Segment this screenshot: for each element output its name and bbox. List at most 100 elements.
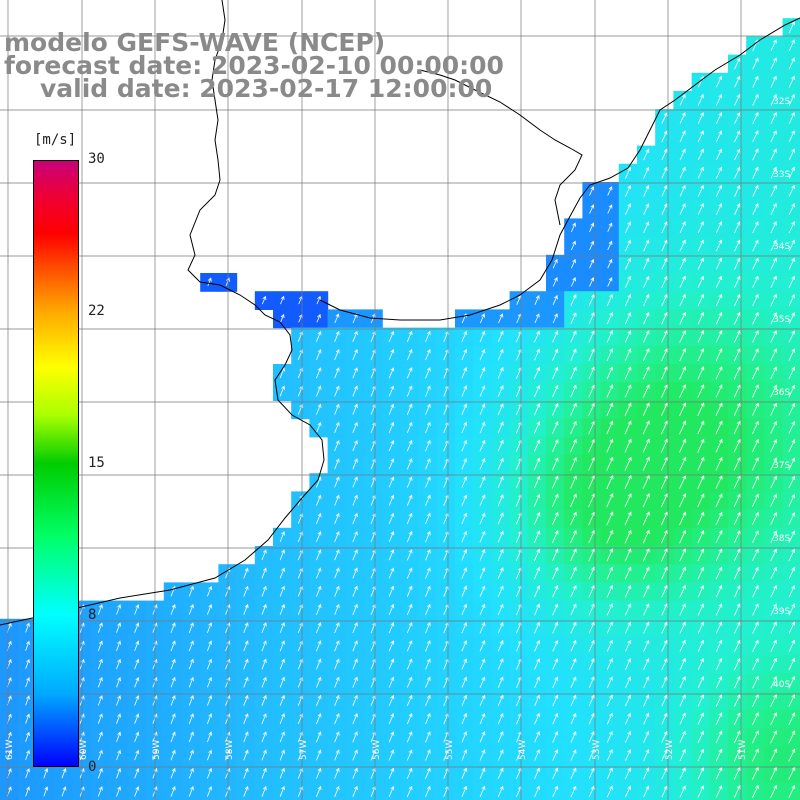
wind-arrow [479, 585, 486, 597]
wind-arrow [534, 603, 540, 616]
wind-arrow [661, 348, 668, 362]
wind-arrow [97, 676, 103, 688]
wind-cell [728, 273, 747, 292]
wind-arrow [588, 676, 595, 689]
wind-arrow [661, 785, 668, 798]
wind-arrow [406, 458, 413, 470]
wind-arrow [388, 658, 395, 670]
wind-cell [746, 327, 765, 347]
wind-arrow [788, 766, 796, 780]
wind-arrow [552, 366, 559, 379]
wind-arrow [425, 694, 431, 707]
wind-arrow [188, 713, 194, 724]
wind-arrow [352, 676, 358, 688]
wind-arrow [697, 767, 704, 780]
wind-arrow [606, 767, 613, 780]
wind-arrow [752, 203, 759, 215]
wind-arrow [752, 184, 759, 197]
wind-arrow [261, 731, 267, 743]
wind-arrow [570, 402, 577, 416]
wind-cell [782, 782, 800, 800]
wind-arrow [461, 530, 468, 543]
wind-arrow [661, 749, 668, 761]
wind-arrow [479, 712, 486, 725]
wind-arrow [642, 493, 650, 508]
wind-arrow [734, 184, 741, 197]
wind-arrow [188, 695, 194, 706]
wind-arrow [352, 749, 358, 761]
wind-arrow [352, 603, 358, 615]
wind-arrow [534, 767, 540, 779]
wind-arrow [406, 512, 413, 525]
wind-arrow [624, 474, 632, 490]
wind-arrow [388, 403, 395, 415]
wind-arrow [97, 731, 103, 743]
wind-cell [746, 509, 765, 529]
wind-arrow [734, 130, 741, 143]
wind-arrow [261, 295, 267, 305]
wind-arrow [552, 566, 559, 580]
wind-arrow [461, 421, 468, 434]
wind-arrow [316, 567, 322, 579]
wind-arrow [752, 402, 759, 416]
wind-arrow [589, 222, 595, 232]
wind-arrow [697, 621, 704, 634]
wind-arrow [552, 676, 559, 688]
wind-arrow [207, 695, 213, 706]
wind-arrow [588, 731, 595, 743]
wind-arrow [352, 440, 358, 452]
wind-arrow [334, 313, 340, 324]
wind-arrow [625, 166, 631, 179]
wind-arrow [533, 475, 541, 489]
wind-arrow [207, 658, 213, 670]
wind-arrow [752, 239, 759, 252]
wind-arrow [280, 295, 285, 305]
wind-arrow [697, 184, 704, 197]
wind-cell [764, 473, 784, 492]
wind-arrow [461, 676, 468, 688]
wind-arrow [642, 420, 650, 435]
wind-arrow [352, 385, 358, 397]
wind-arrow [534, 330, 540, 343]
wind-arrow [25, 786, 30, 797]
wind-arrow [425, 530, 431, 543]
wind-arrow [316, 603, 322, 615]
wind-arrow [643, 584, 650, 598]
wind-cell [728, 473, 747, 492]
wind-arrow [334, 330, 340, 342]
wind-arrow [97, 695, 103, 706]
wind-arrow [588, 366, 595, 380]
wind-cell [764, 254, 784, 274]
wind-arrow [406, 367, 413, 379]
wind-arrow [715, 221, 723, 234]
wind-arrow [788, 184, 795, 197]
wind-arrow [588, 420, 595, 435]
wind-arrow [280, 313, 285, 323]
wind-arrow [406, 713, 413, 725]
wind-arrow [334, 785, 340, 797]
wind-arrow [534, 676, 540, 688]
wind-arrow [715, 75, 723, 88]
wind-arrow [606, 330, 613, 343]
wind-arrow [207, 767, 213, 779]
wind-arrow [388, 549, 395, 561]
wind-arrow [607, 277, 613, 287]
wind-arrow [425, 439, 431, 452]
wind-arrow [679, 712, 686, 725]
wind-arrow [552, 530, 559, 544]
wind-arrow [715, 203, 723, 215]
wind-arrow [425, 676, 431, 688]
wind-arrow [352, 421, 358, 433]
wind-arrow [733, 530, 741, 544]
wind-arrow [388, 676, 395, 688]
wind-arrow [661, 166, 668, 179]
wind-arrow [715, 257, 723, 270]
wind-arrow [770, 402, 777, 416]
wind-arrow [570, 384, 577, 398]
wind-arrow [261, 713, 267, 725]
wind-arrow [697, 493, 705, 508]
wind-arrow [207, 676, 213, 688]
wind-cell [764, 546, 784, 565]
colorbar-tick-8: 8 [88, 607, 97, 623]
wind-arrow [715, 748, 723, 762]
